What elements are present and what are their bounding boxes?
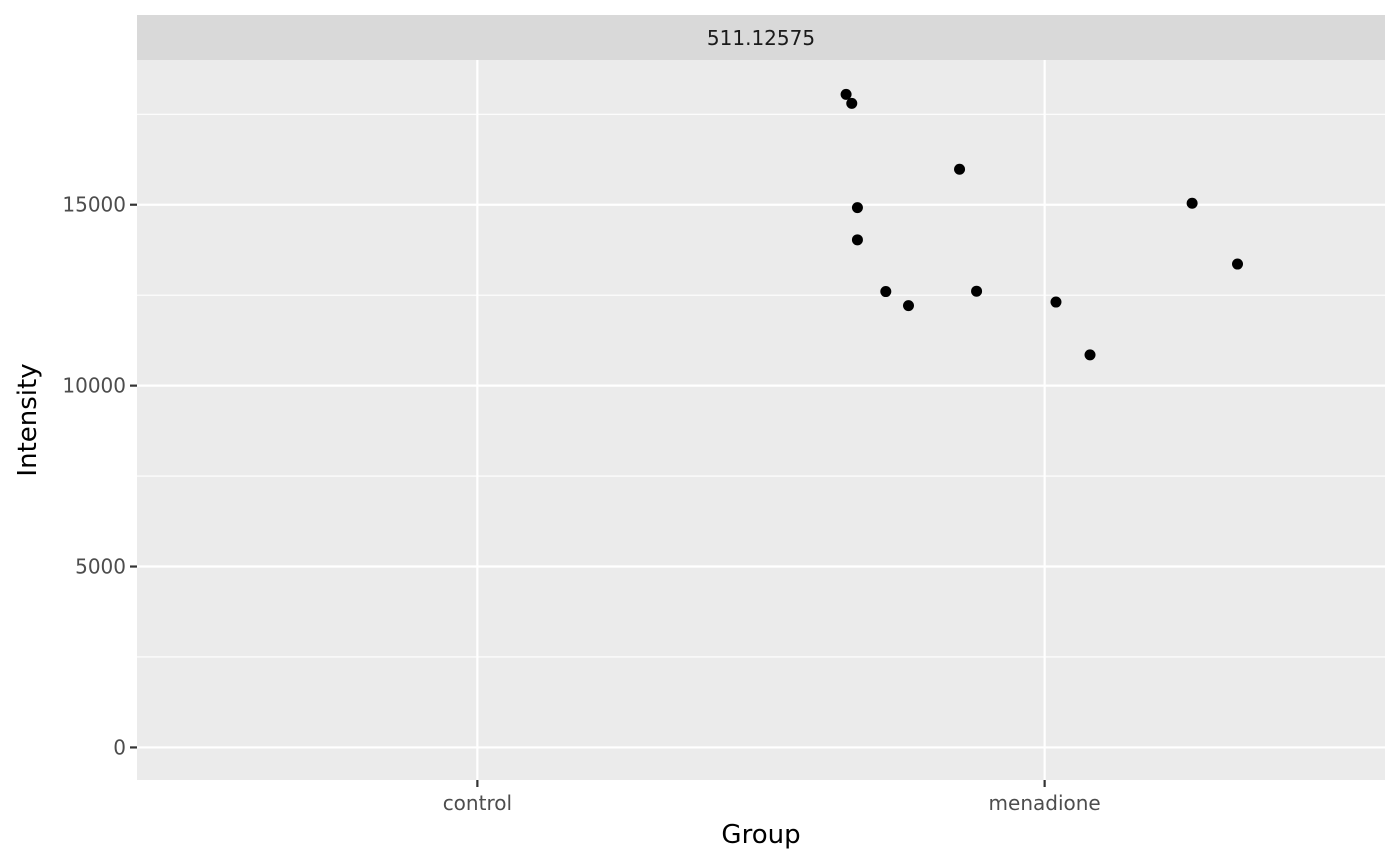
x-axis-title: Group xyxy=(721,820,800,850)
major-gridlines xyxy=(137,60,1385,780)
data-point xyxy=(851,202,863,214)
minor-gridlines xyxy=(137,113,1385,658)
data-point xyxy=(1186,197,1198,209)
panel-background xyxy=(137,60,1385,780)
y-tick-label: 0 xyxy=(113,735,126,759)
data-point xyxy=(1232,258,1244,270)
x-tick-label: menadione xyxy=(989,791,1101,815)
data-point xyxy=(851,234,863,246)
data-point xyxy=(840,88,852,100)
strip-background xyxy=(137,15,1385,60)
facet-label: 511.12575 xyxy=(707,26,815,50)
x-axis: control menadione xyxy=(443,780,1101,815)
data-point xyxy=(1050,296,1062,308)
data-point xyxy=(880,286,892,298)
x-tick-label: control xyxy=(443,791,512,815)
data-points xyxy=(840,88,1244,361)
data-point xyxy=(846,97,858,109)
data-point xyxy=(1084,349,1096,361)
data-point xyxy=(971,285,983,297)
y-axis-title: Intensity xyxy=(13,363,43,476)
y-axis: 0 5000 10000 15000 xyxy=(62,193,137,759)
y-tick-label: 10000 xyxy=(62,374,126,398)
y-tick-label: 5000 xyxy=(75,555,126,579)
data-point xyxy=(902,300,914,312)
y-tick-label: 15000 xyxy=(62,193,126,217)
data-point xyxy=(954,163,966,175)
